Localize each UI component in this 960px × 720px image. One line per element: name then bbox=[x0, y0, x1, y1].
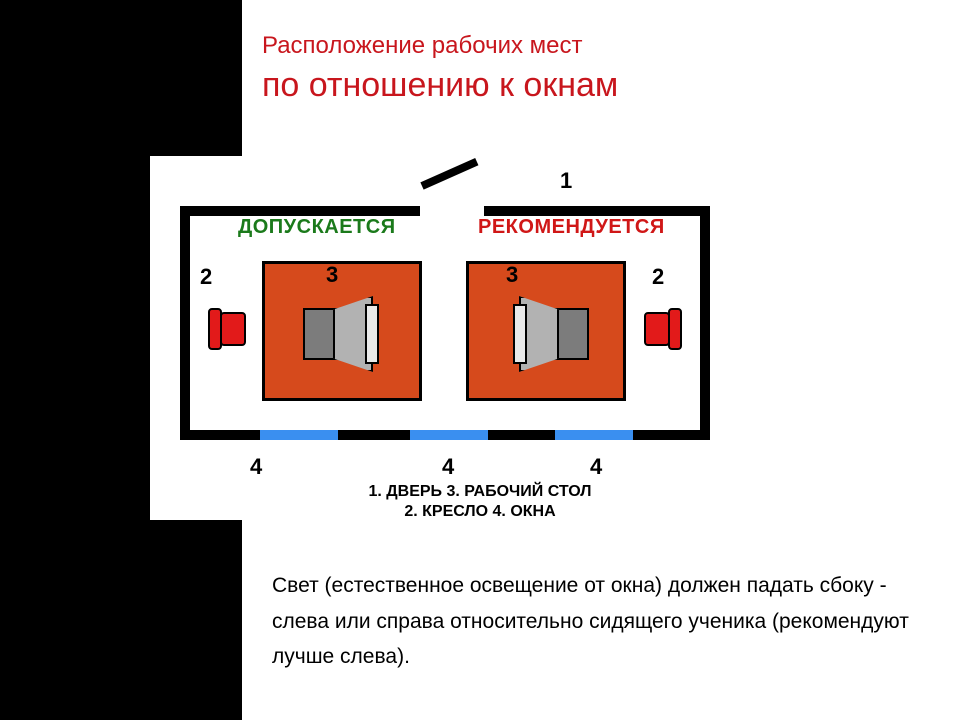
window-1 bbox=[260, 430, 338, 440]
floorplan-diagram: 1 ДОПУСКАЕТСЯ РЕКОМЕНДУЕТСЯ 2 2 3 3 4 4 … bbox=[150, 156, 742, 520]
legend-line-2: 2. КРЕСЛО 4. ОКНА bbox=[330, 502, 630, 522]
room-outline bbox=[180, 206, 710, 440]
title-line-1: Расположение рабочих мест bbox=[262, 32, 582, 60]
desk-left bbox=[262, 261, 422, 401]
door-leaf bbox=[420, 158, 478, 190]
monitor-right-icon bbox=[489, 296, 589, 372]
label-window-4-b: 4 bbox=[442, 454, 454, 480]
label-door-1: 1 bbox=[560, 168, 572, 194]
chair-left-icon bbox=[208, 308, 250, 350]
door-gap bbox=[420, 206, 484, 216]
monitor-left-icon bbox=[303, 296, 403, 372]
desk-right bbox=[466, 261, 626, 401]
window-3 bbox=[555, 430, 633, 440]
description-text: Свет (естественное освещение от окна) до… bbox=[272, 568, 912, 675]
label-chair-2-right: 2 bbox=[652, 264, 664, 290]
window-2 bbox=[410, 430, 488, 440]
status-allowed: ДОПУСКАЕТСЯ bbox=[238, 216, 396, 239]
title-line-2: по отношению к окнам bbox=[262, 66, 618, 105]
label-chair-2-left: 2 bbox=[200, 264, 212, 290]
status-recommended: РЕКОМЕНДУЕТСЯ bbox=[478, 216, 665, 239]
legend: 1. ДВЕРЬ 3. РАБОЧИЙ СТОЛ 2. КРЕСЛО 4. ОК… bbox=[330, 482, 630, 522]
label-window-4-a: 4 bbox=[250, 454, 262, 480]
label-desk-3-left: 3 bbox=[326, 262, 338, 288]
label-desk-3-right: 3 bbox=[506, 262, 518, 288]
legend-line-1: 1. ДВЕРЬ 3. РАБОЧИЙ СТОЛ bbox=[330, 482, 630, 502]
label-window-4-c: 4 bbox=[590, 454, 602, 480]
chair-right-icon bbox=[640, 308, 682, 350]
